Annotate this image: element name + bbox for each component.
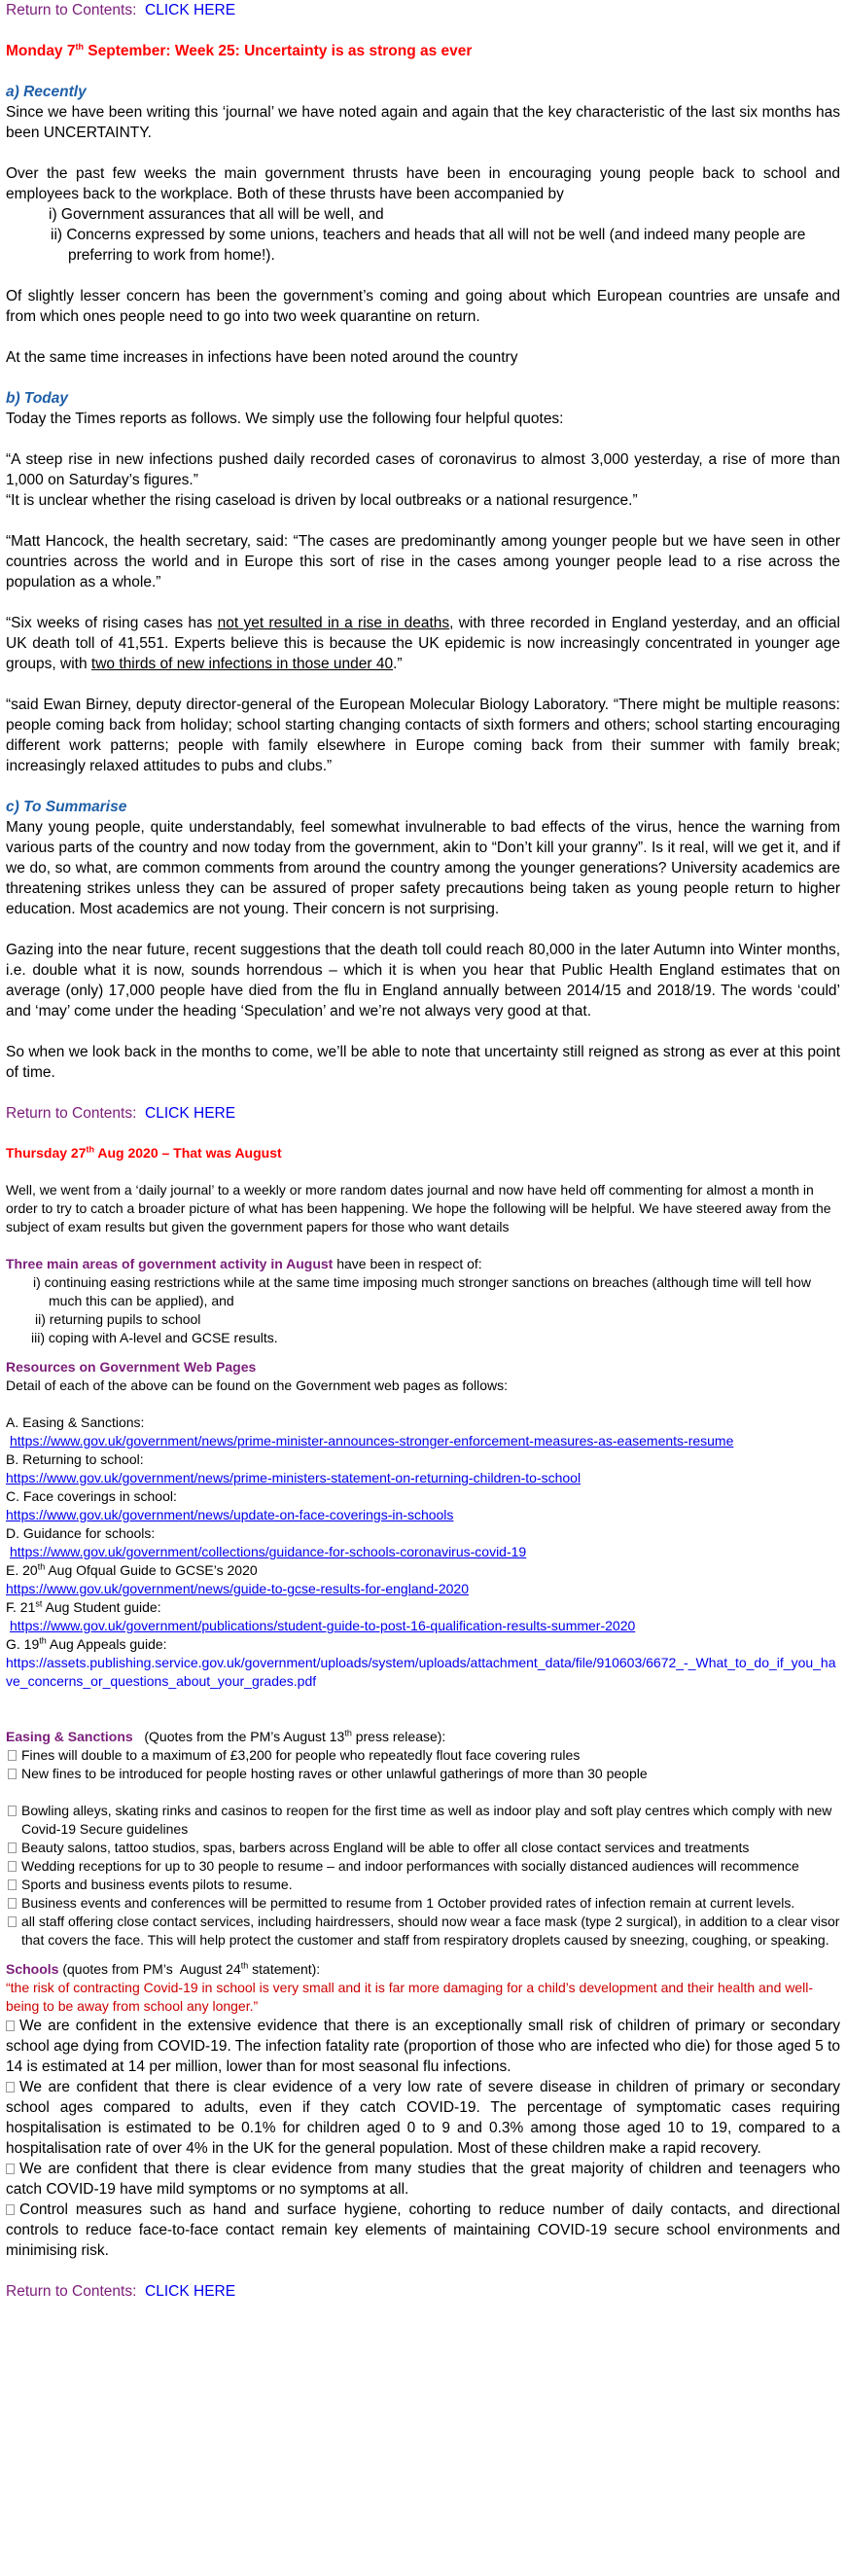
- resource-link[interactable]: https://www.gov.uk/government/news/guide…: [6, 1581, 469, 1596]
- list-item: all staff offering close contact service…: [6, 1913, 840, 1950]
- schools-quote: “the risk of contracting Covid-19 in sch…: [6, 1980, 814, 2014]
- paragraph: Since we have been writing this ‘journal…: [6, 104, 840, 141]
- list-item: ii) returning pupils to school: [35, 1311, 201, 1327]
- return-to-contents: Return to Contents: CLICK HERE: [6, 0, 840, 20]
- click-here-link[interactable]: CLICK HERE: [145, 2283, 236, 2300]
- resource-label: C. Face coverings in school:: [6, 1488, 177, 1504]
- entry-title-sept-7: Monday 7th September: Week 25: Uncertain…: [6, 41, 473, 59]
- quote: “said Ewan Birney, deputy director-gener…: [6, 697, 840, 774]
- resource-link[interactable]: https://www.gov.uk/government/news/prime…: [10, 1433, 734, 1449]
- paragraph: Of slightly lesser concern has been the …: [6, 288, 840, 325]
- entry-title-aug-27: Thursday 27th Aug 2020 – That was August: [6, 1144, 282, 1161]
- list-item: New fines to be introduced for people ho…: [6, 1765, 840, 1783]
- list-item: ii) Concerns expressed by some unions, t…: [51, 227, 806, 264]
- resource-link[interactable]: https://www.gov.uk/government/news/updat…: [6, 1507, 454, 1522]
- return-label: Return to Contents:: [6, 2283, 137, 2300]
- quote: “Six weeks of rising cases has not yet r…: [6, 615, 840, 672]
- section-heading-three-areas: Three main areas of government activity …: [6, 1256, 334, 1271]
- paragraph: Many young people, quite understandably,…: [6, 819, 840, 917]
- quote: “A steep rise in new infections pushed d…: [6, 451, 840, 488]
- bullet-box-icon: [8, 1806, 17, 1816]
- list-item: Wedding receptions for up to 30 people t…: [6, 1857, 840, 1876]
- resource-link[interactable]: https://www.gov.uk/government/publicatio…: [10, 1618, 636, 1633]
- paragraph: Detail of each of the above can be found…: [6, 1377, 508, 1393]
- paragraph: Three main areas of government activity …: [6, 1256, 482, 1271]
- bullet-box-icon: [8, 1898, 17, 1909]
- list-item: We are confident that there is clear evi…: [6, 2079, 840, 2157]
- resource-label: D. Guidance for schools:: [6, 1525, 156, 1541]
- bullet-box-icon: [8, 1843, 17, 1853]
- bullet-box-icon: [8, 1916, 17, 1927]
- schools-heading-line: Schools (quotes from PM’s August 24th st…: [6, 1960, 321, 1977]
- paragraph: At the same time increases in infections…: [6, 349, 518, 366]
- bullet-box-icon: [8, 1769, 17, 1779]
- quote: “It is unclear whether the rising caselo…: [6, 492, 638, 509]
- quote: “Matt Hancock, the health secretary, sai…: [6, 533, 840, 590]
- click-here-link[interactable]: CLICK HERE: [145, 1105, 236, 1122]
- resource-label: E. 20th Aug Ofqual Guide to GCSE’s 2020: [6, 1561, 258, 1578]
- resource-label: F. 21st Aug Student guide:: [6, 1598, 161, 1615]
- resource-label: G. 19th Aug Appeals guide:: [6, 1635, 167, 1652]
- section-heading-today: b) Today: [6, 390, 69, 407]
- paragraph: Today the Times reports as follows. We s…: [6, 411, 564, 427]
- section-heading-summarise: c) To Summarise: [6, 799, 127, 815]
- paragraph: Well, we went from a ‘daily journal’ to …: [6, 1182, 831, 1234]
- list-item: Business events and conferences will be …: [6, 1894, 840, 1913]
- return-label: Return to Contents:: [6, 1105, 137, 1122]
- bullet-box-icon: [8, 1879, 17, 1890]
- list-item: Sports and business events pilots to res…: [6, 1876, 840, 1894]
- list-item: i) continuing easing restrictions while …: [33, 1274, 811, 1308]
- paragraph: Gazing into the near future, recent sugg…: [6, 942, 840, 1020]
- resource-link[interactable]: https://www.gov.uk/government/news/prime…: [6, 1470, 582, 1485]
- section-heading-easing: Easing & Sanctions: [6, 1729, 133, 1744]
- list-item: Bowling alleys, skating rinks and casino…: [6, 1802, 840, 1839]
- bullet-box-icon: [6, 2082, 15, 2093]
- resource-label: A. Easing & Sanctions:: [6, 1414, 145, 1430]
- list-item: Beauty salons, tattoo studios, spas, bar…: [6, 1839, 840, 1857]
- return-label: Return to Contents:: [6, 2, 137, 18]
- list-item: We are confident that there is clear evi…: [6, 2161, 840, 2198]
- list-item: Control measures such as hand and surfac…: [6, 2201, 840, 2259]
- bullet-box-icon: [6, 2021, 15, 2031]
- resource-link[interactable]: https://www.gov.uk/government/collection…: [10, 1544, 527, 1559]
- bullet-box-icon: [6, 2164, 15, 2174]
- list-item: We are confident in the extensive eviden…: [6, 2018, 840, 2075]
- resource-link[interactable]: https://assets.publishing.service.gov.uk…: [6, 1655, 836, 1689]
- easing-heading-line: Easing & Sanctions (Quotes from the PM’s…: [6, 1728, 446, 1744]
- section-heading-recently: a) Recently: [6, 84, 87, 100]
- list-item: i) Government assurances that all will b…: [49, 206, 384, 223]
- bullet-box-icon: [8, 1750, 17, 1761]
- section-heading-resources: Resources on Government Web Pages: [6, 1359, 257, 1375]
- click-here-link[interactable]: CLICK HERE: [145, 2, 236, 18]
- return-to-contents: Return to Contents: CLICK HERE: [6, 2281, 840, 2302]
- resource-label: B. Returning to school:: [6, 1451, 144, 1467]
- document-page: Return to Contents: CLICK HERE Monday 7t…: [6, 0, 840, 2302]
- bullet-box-icon: [6, 2204, 15, 2215]
- paragraph: Over the past few weeks the main governm…: [6, 165, 840, 202]
- return-to-contents: Return to Contents: CLICK HERE: [6, 1103, 840, 1124]
- bullet-box-icon: [8, 1861, 17, 1872]
- section-heading-schools: Schools: [6, 1961, 59, 1977]
- list-item: iii) coping with A-level and GCSE result…: [31, 1330, 278, 1345]
- list-item: Fines will double to a maximum of £3,200…: [6, 1746, 840, 1765]
- paragraph: So when we look back in the months to co…: [6, 1044, 840, 1081]
